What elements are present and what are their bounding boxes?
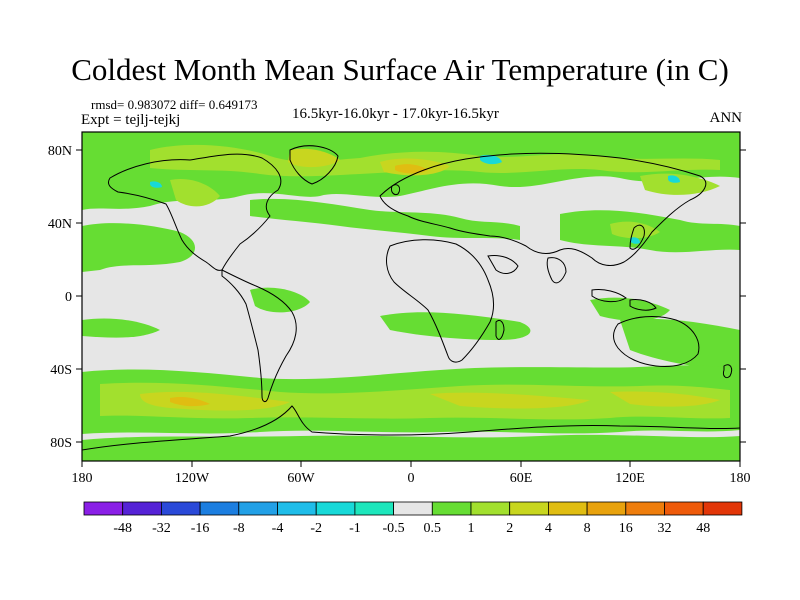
lon-labels: 180 120W 60W 0 60E 120E 180 (72, 471, 751, 486)
lat-label: 40N (48, 217, 72, 232)
lat-label: 40S (50, 363, 72, 378)
legend-bar (83, 501, 743, 516)
legend-swatch (664, 501, 704, 516)
axis-ticks (76, 149, 746, 467)
legend-label: -8 (233, 521, 245, 536)
legend-swatch (122, 501, 162, 516)
legend-label: -48 (113, 521, 132, 536)
legend-swatch (509, 501, 549, 516)
legend-swatch (277, 501, 317, 516)
legend-swatch (354, 501, 394, 516)
stats-label: rmsd= 0.983072 diff= 0.649173 (91, 97, 258, 112)
legend-label: -4 (272, 521, 284, 536)
experiment-label: Expt = tejlj-tejkj (81, 112, 181, 128)
legend-swatch (702, 501, 743, 516)
legend-swatch (199, 501, 240, 516)
lat-label: 80N (48, 144, 72, 159)
coastlines (82, 145, 740, 451)
lon-label: 180 (72, 471, 93, 486)
legend-label: -1 (349, 521, 361, 536)
legend-label: -2 (310, 521, 322, 536)
legend-label: 8 (584, 521, 591, 536)
legend-labels: -48 -32 -16 -8 -4 -2 -1 -0.5 0.5 1 2 4 8 16 32 48 (113, 521, 710, 536)
lat-label: 80S (50, 436, 72, 451)
lon-label: 180 (730, 471, 751, 486)
legend-swatch (315, 501, 356, 516)
legend-swatch (586, 501, 627, 516)
lon-label: 60E (510, 471, 533, 486)
lon-label: 0 (408, 471, 415, 486)
season-label: ANN (709, 110, 743, 126)
legend-label: 16 (619, 521, 633, 536)
legend-swatch (393, 501, 433, 516)
legend-label: 32 (658, 521, 672, 536)
period-label: 16.5kyr-16.0kyr - 17.0kyr-16.5kyr (292, 106, 499, 122)
legend-swatch (83, 501, 124, 516)
chart-title: Coldest Month Mean Surface Air Temperatu… (71, 52, 729, 87)
legend-label: 4 (545, 521, 552, 536)
lat-label: 0 (65, 290, 72, 305)
legend-swatch (625, 501, 665, 516)
legend-label: 0.5 (424, 521, 442, 536)
legend-swatch (238, 501, 278, 516)
legend-label: 1 (468, 521, 475, 536)
legend-swatch (431, 501, 472, 516)
legend-label: -0.5 (383, 521, 405, 536)
legend-swatch (548, 501, 588, 516)
lon-label: 120E (615, 471, 645, 486)
legend-swatch (470, 501, 511, 516)
legend-label: -32 (152, 521, 171, 536)
legend-label: 2 (506, 521, 513, 536)
legend-label: -16 (191, 521, 210, 536)
legend-swatch (160, 501, 201, 516)
lon-label: 120W (175, 471, 210, 486)
lon-label: 60W (287, 471, 315, 486)
legend-label: 48 (696, 521, 710, 536)
lat-labels: 80N 40N 0 40S 80S (48, 144, 72, 451)
